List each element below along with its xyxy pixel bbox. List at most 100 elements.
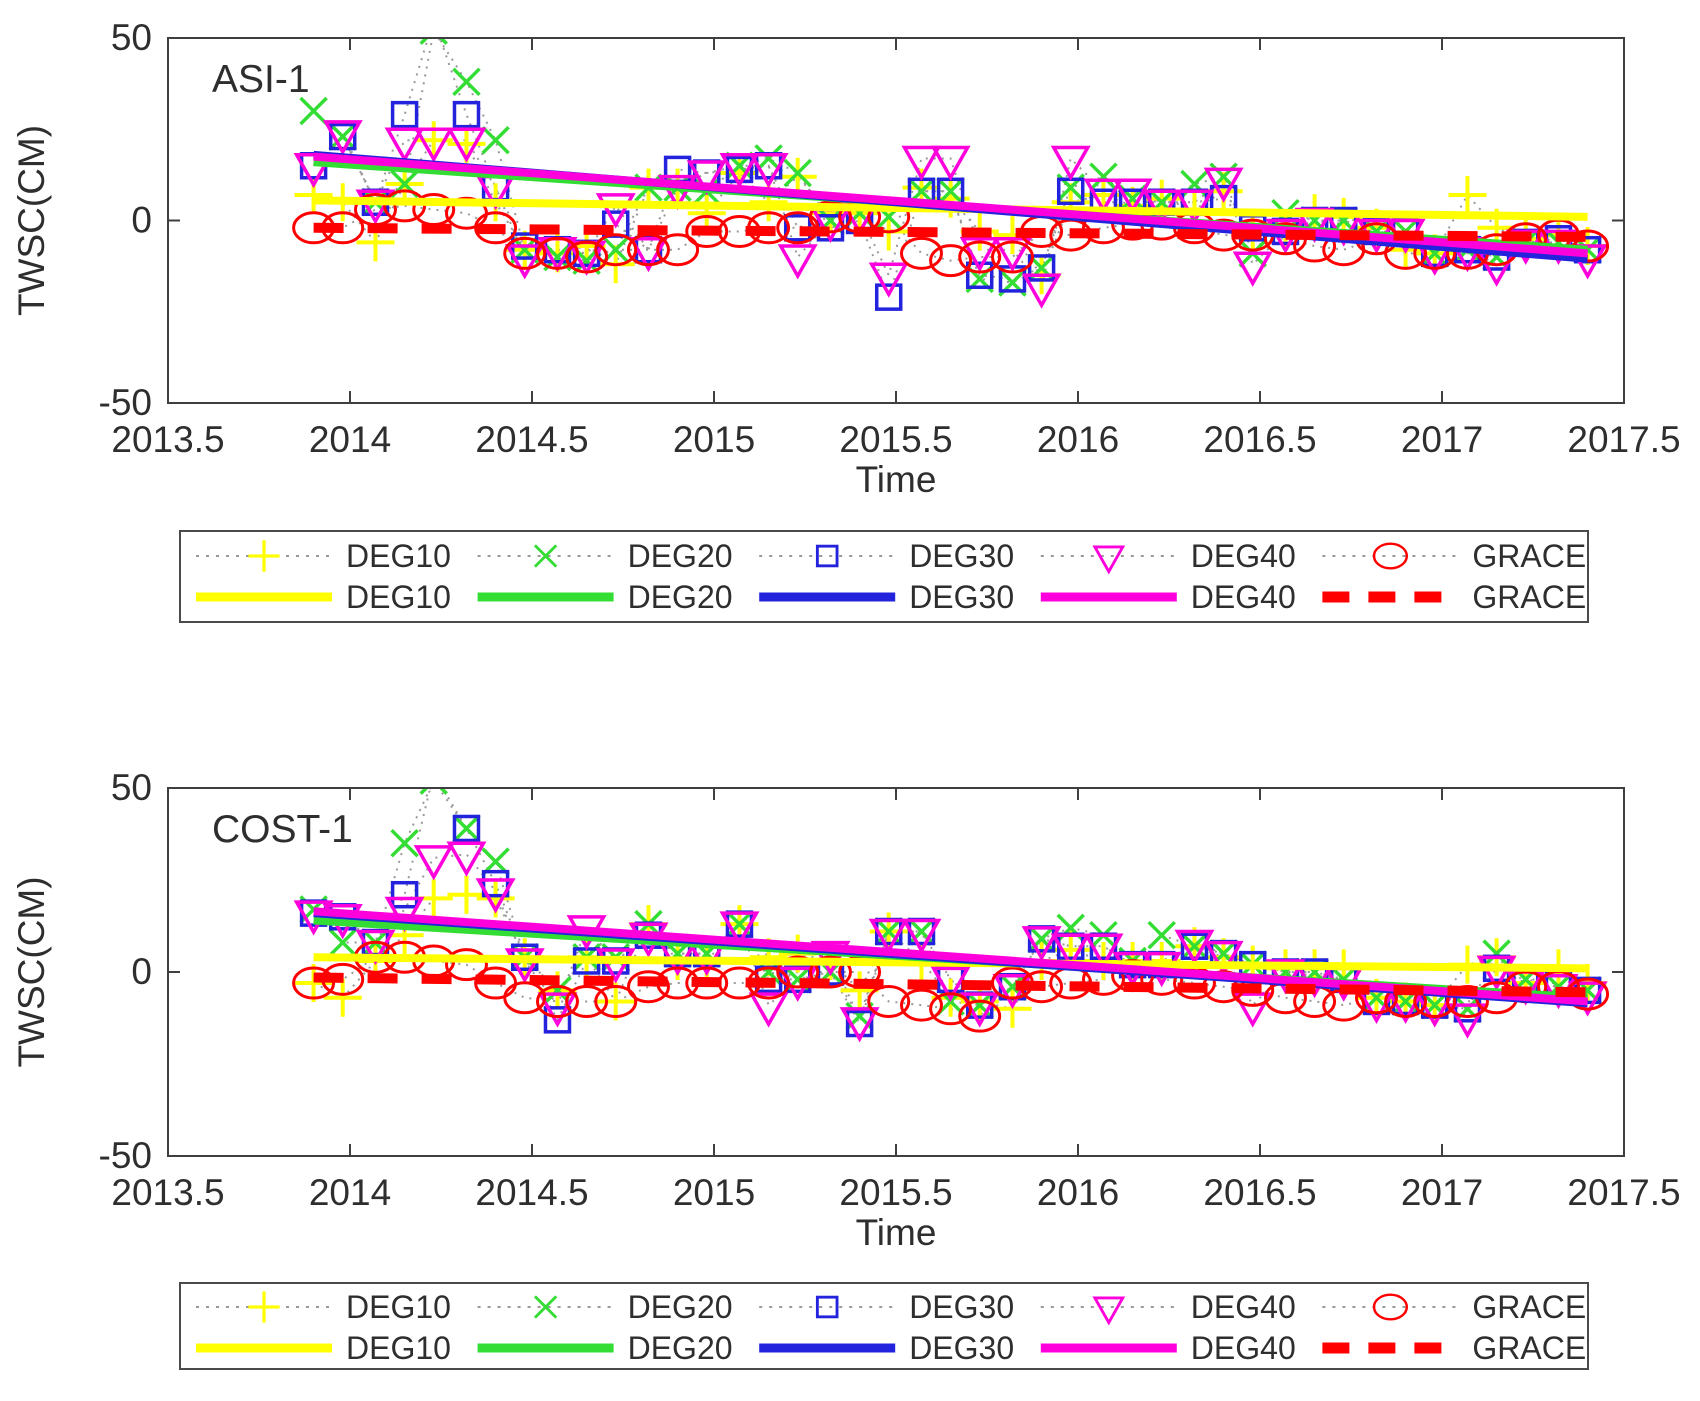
chart-ASI-1: 2013.5 2014 2014.5 2015 2015.5 2016 2016.5 2017… (11, 8, 1681, 500)
triangle-down-icon (1021, 926, 1062, 962)
circle-icon (626, 970, 670, 1004)
circle-icon (535, 984, 579, 1018)
x-tick-label: 2015.5 (839, 419, 952, 460)
legend-label: DEG10 (346, 538, 451, 574)
triangle-down-icon (1447, 1003, 1488, 1039)
circle-icon (656, 233, 700, 267)
triangle-down-icon (537, 992, 578, 1028)
x-tick-label: 2013.5 (111, 419, 224, 460)
triangle-down-icon (868, 262, 909, 298)
plot-box (167, 787, 1625, 1157)
square-icon (422, 8, 446, 32)
x-tick-label: 2017.5 (1567, 1172, 1680, 1213)
x-icon (299, 96, 328, 126)
y-tick-label: -50 (99, 1135, 152, 1176)
trend-layer (313, 150, 1588, 263)
square-icon (1027, 254, 1056, 282)
legend-label: DEG40 (1191, 579, 1296, 615)
circle-icon (958, 240, 1002, 274)
triangle-down-icon (748, 992, 789, 1028)
plus-icon (1448, 175, 1487, 214)
square-icon (422, 761, 446, 785)
x-tick-label: 2017 (1401, 1172, 1483, 1213)
legend-label: DEG20 (628, 1330, 733, 1366)
legend-label: DEG20 (628, 579, 733, 615)
legend-label: DEG30 (909, 1330, 1014, 1366)
triangle-down-icon (992, 236, 1033, 273)
triangle-down-icon (839, 1007, 880, 1043)
triangle-down-icon (1174, 189, 1215, 225)
circle-icon (1372, 1293, 1409, 1321)
triangle-down-icon (504, 244, 545, 280)
triangle-down-icon (959, 236, 1000, 273)
triangle-down-icon (293, 153, 334, 189)
square-icon (815, 544, 839, 568)
x-tick-label: 2016.5 (1203, 1172, 1316, 1213)
legend: DEG10 DEG20 DEG30 DEG40 GRACE DEG10 DEG20 DEG30… (179, 1282, 1589, 1370)
circle-icon (594, 233, 638, 267)
x-icon (936, 177, 965, 206)
connector-GRACE (313, 204, 1588, 262)
x-icon (1180, 932, 1209, 961)
plus-icon (596, 982, 635, 1021)
circle-icon (929, 244, 973, 278)
legend-label: DEG40 (1191, 538, 1296, 574)
markers-GRACE (292, 940, 1610, 1033)
plus-icon (778, 157, 817, 196)
square-icon (543, 1006, 572, 1034)
y-tick-label: -50 (99, 382, 152, 423)
legend-label: DEG40 (1191, 1330, 1296, 1366)
legend-label: DEG10 (346, 579, 451, 615)
triangle-down-icon (1021, 273, 1062, 309)
legend-label: GRACE (1472, 579, 1586, 615)
circle-icon (776, 955, 820, 989)
triangle-down-icon (595, 948, 636, 984)
square-icon (965, 261, 994, 289)
plus-icon (248, 540, 280, 572)
y-axis-label: TWSC(CM) (11, 125, 52, 316)
y-tick-label: 0 (131, 200, 152, 241)
x-tick-label: 2017 (1401, 419, 1483, 460)
triangle-down-icon (901, 145, 942, 181)
triangle-down-icon (322, 120, 363, 156)
triangle-down-icon (901, 918, 942, 955)
triangle-down-icon (1141, 189, 1182, 225)
legend-box (179, 530, 1589, 623)
legend-label: DEG40 (1191, 1289, 1296, 1325)
legend-label: DEG30 (909, 538, 1014, 574)
circle-icon (685, 214, 729, 248)
square-icon (452, 814, 481, 843)
triangle-down-icon (1174, 929, 1215, 966)
circle-icon (929, 992, 973, 1026)
triangle-down-icon (413, 127, 454, 163)
trend-layer (313, 907, 1588, 1008)
x-icon (907, 917, 936, 946)
triangle-down-icon (719, 911, 760, 947)
triangle-down-icon (1092, 545, 1126, 575)
square-icon (390, 100, 419, 129)
triangle-down-icon (355, 929, 396, 966)
legend-label: GRACE (1472, 1289, 1586, 1325)
plus-icon (840, 971, 879, 1010)
legend-label: GRACE (1472, 538, 1586, 574)
circle-icon (808, 200, 852, 234)
triangle-down-icon (1092, 1296, 1126, 1326)
circle-icon (503, 236, 547, 270)
y-tick-label: 0 (131, 951, 152, 992)
chart-COST-1: 2013.5 2014 2014.5 2015 2015.5 2016 2016.5 2017… (11, 761, 1681, 1253)
x-tick-label: 2014 (309, 1172, 391, 1213)
square-icon (390, 880, 419, 909)
plus-icon (248, 1291, 280, 1323)
x-icon (419, 789, 448, 795)
circle-icon (958, 999, 1002, 1033)
x-tick-label: 2016 (1037, 1172, 1119, 1213)
y-axis-label: TWSC(CM) (11, 876, 52, 1067)
triangle-down-icon (595, 193, 636, 229)
plot-title: COST-1 (212, 808, 353, 851)
x-tick-label: 2015.5 (839, 1172, 952, 1213)
x-icon (1147, 920, 1176, 950)
trend-GRACE (313, 222, 1588, 242)
y-tick-label: 50 (111, 767, 152, 808)
series-layer (292, 761, 1610, 1043)
circle-icon (503, 981, 547, 1015)
